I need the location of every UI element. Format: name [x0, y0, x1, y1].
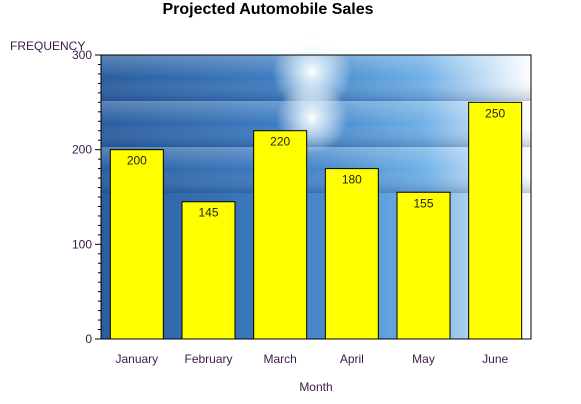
x-tick-label: March: [263, 352, 296, 366]
bar: [468, 101, 523, 340]
x-tick-label: February: [184, 352, 232, 366]
plot-background: [100, 32, 532, 340]
bar-value-label: 220: [270, 135, 290, 149]
y-tick-label: 200: [72, 143, 92, 157]
y-tick-label: 300: [72, 48, 92, 62]
y-axis: 0 100 200 300: [72, 48, 102, 346]
bar: [324, 168, 379, 340]
x-axis-label: Month: [299, 380, 332, 394]
y-axis-label: FREQUENCY: [10, 39, 85, 53]
bar: [109, 149, 164, 340]
y-tick-label: 100: [72, 237, 92, 251]
x-tick-label: April: [340, 352, 364, 366]
bar-value-label: 155: [413, 196, 433, 210]
x-tick-label: May: [412, 352, 435, 366]
x-tick-label: January: [115, 352, 158, 366]
x-axis: January February March April May June: [115, 352, 508, 366]
x-tick-label: June: [482, 352, 508, 366]
bars: 200 145 220 180 155 250: [109, 101, 523, 340]
bar-value-label: 180: [342, 173, 362, 187]
bar-value-label: 200: [127, 154, 147, 168]
bar-value-label: 145: [198, 206, 218, 220]
bar: [396, 191, 451, 340]
y-tick-label: 0: [85, 332, 92, 346]
bar-value-label: 250: [485, 106, 505, 120]
chart-title: Projected Automobile Sales: [162, 1, 373, 18]
bar: [253, 130, 308, 340]
bar: [181, 201, 236, 340]
background-band: [101, 147, 531, 193]
